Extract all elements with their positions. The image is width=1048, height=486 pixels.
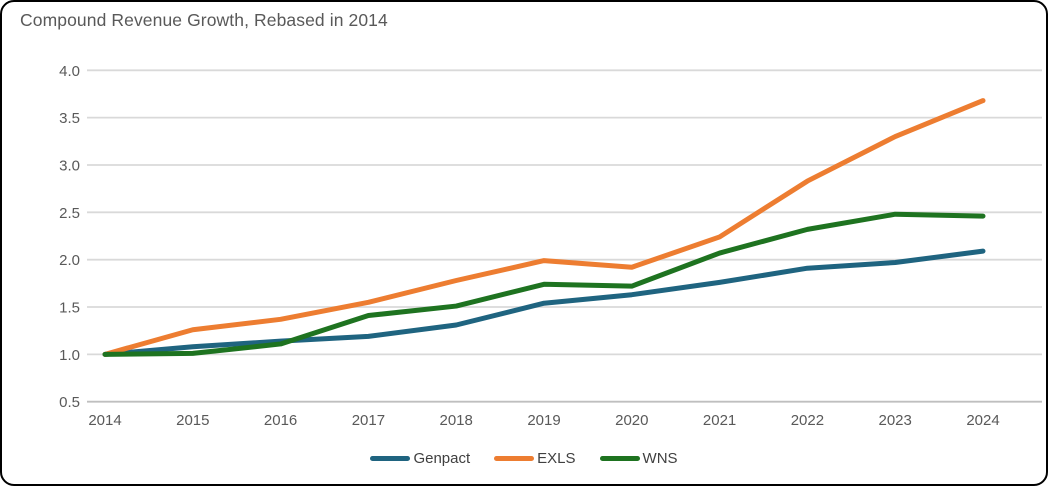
x-tick-label: 2024 (966, 412, 999, 429)
x-tick-label: 2019 (527, 412, 560, 429)
x-tick-label: 2016 (264, 412, 297, 429)
y-tick-label: 2.0 (59, 252, 80, 269)
legend-line-swatch (599, 456, 640, 461)
legend-item-genpact: Genpact (370, 450, 470, 467)
x-tick-label: 2018 (440, 412, 473, 429)
legend-label-exls: EXLS (537, 450, 576, 467)
x-tick-label: 2023 (879, 412, 912, 429)
legend-item-exls: EXLS (494, 450, 576, 467)
legend-line-swatch (494, 456, 535, 461)
x-tick-label: 2020 (615, 412, 648, 429)
y-tick-label: 2.5 (59, 205, 80, 222)
y-tick-label: 3.0 (59, 157, 80, 174)
x-tick-label: 2015 (176, 412, 209, 429)
y-tick-label: 1.0 (59, 347, 80, 364)
legend-line-swatch (370, 456, 411, 461)
chart-legend: Genpact EXLS WNS (2, 450, 1046, 467)
x-tick-label: 2014 (88, 412, 121, 429)
legend-item-wns: WNS (599, 450, 678, 467)
series-line-wns (102, 211, 986, 357)
legend-label-genpact: Genpact (413, 450, 471, 467)
y-tick-label: 3.5 (59, 110, 80, 127)
x-tick-label: 2017 (352, 412, 385, 429)
y-tick-label: 1.5 (59, 300, 80, 317)
legend-label-wns: WNS (642, 450, 678, 467)
y-tick-label: 0.5 (59, 394, 80, 411)
chart-title: Compound Revenue Growth, Rebased in 2014 (20, 10, 388, 30)
series-line-genpact (102, 248, 986, 357)
x-tick-label: 2022 (791, 412, 824, 429)
x-tick-label: 2021 (703, 412, 736, 429)
y-tick-label: 4.0 (59, 63, 80, 80)
series-line-exls (102, 98, 986, 357)
